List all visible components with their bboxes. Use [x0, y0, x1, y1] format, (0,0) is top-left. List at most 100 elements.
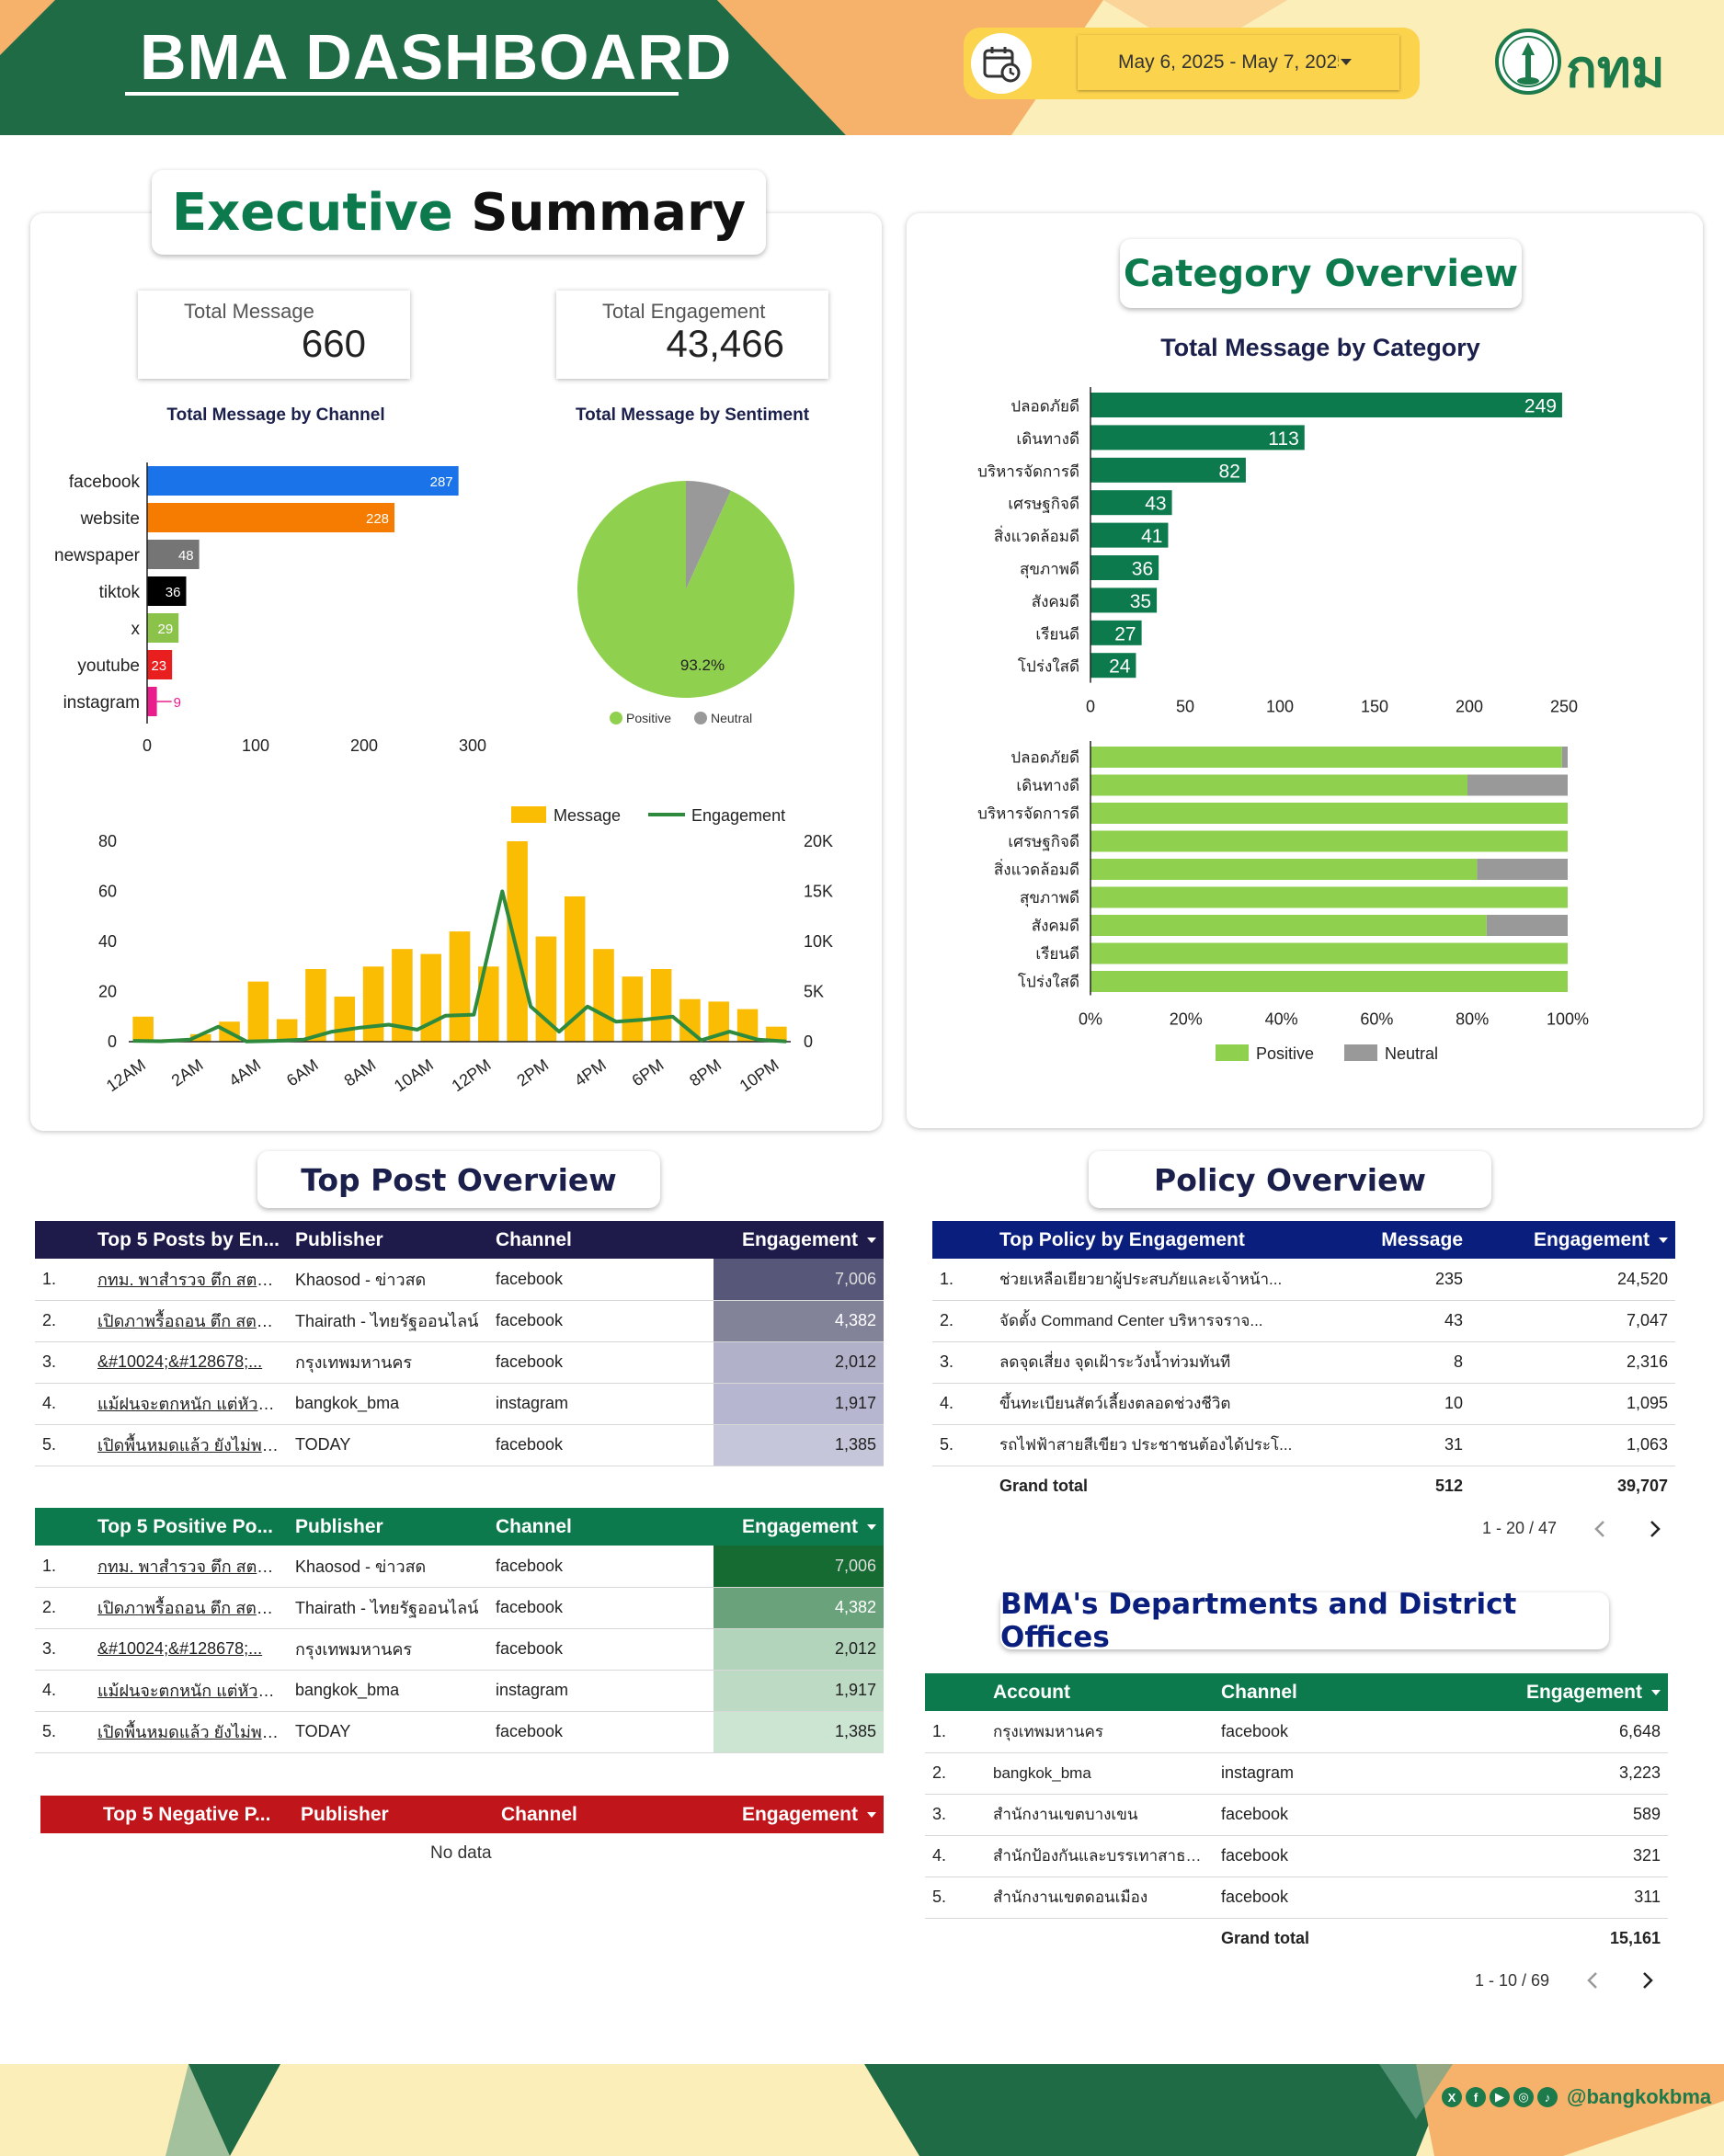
col-header-post[interactable]: Top 5 Negative P... [103, 1803, 271, 1825]
category-bar[interactable] [1090, 522, 1169, 548]
table-row[interactable]: 4. สำนักป้องกันและบรรเทาสาธาร... facebook 3… [925, 1835, 1668, 1877]
table-row[interactable]: 4. แม้ฝนจะตกหนัก แต่หัวใจ... bangkok_bma in… [35, 1670, 884, 1712]
table-row[interactable]: 2. เปิดภาพรื้อถอน ตึก สตง.ถ... Thairath - … [35, 1300, 884, 1342]
table-row[interactable]: 2. เปิดภาพรื้อถอน ตึก สตง.ถ... Thairath - … [35, 1587, 884, 1629]
table-row[interactable]: 1. กทม. พาสำรวจ ตึก สตง. เ... Khaosod - ข่… [35, 1259, 884, 1301]
positive-segment[interactable] [1090, 747, 1562, 768]
col-header-message[interactable]: Message [1381, 1228, 1463, 1250]
engagement-line[interactable] [132, 889, 787, 1044]
message-bar[interactable] [564, 895, 586, 1042]
category-bar[interactable] [1090, 425, 1305, 451]
col-header-engagement[interactable]: Engagement [719, 1796, 884, 1833]
message-bar[interactable] [276, 1019, 298, 1042]
neutral-segment[interactable] [1477, 859, 1568, 880]
col-header-channel[interactable]: Channel [501, 1803, 577, 1825]
positive-segment[interactable] [1090, 942, 1568, 964]
category-bar[interactable] [1090, 393, 1562, 417]
sort-desc-icon[interactable] [867, 1811, 876, 1818]
category-bar[interactable] [1090, 620, 1142, 645]
message-bar[interactable] [132, 1016, 154, 1042]
table-row[interactable]: 5. เปิดพื้นหมดแล้ว ยังไม่พบ... TODAY facebo… [35, 1711, 884, 1753]
channel-bar[interactable] [147, 576, 187, 606]
positive-segment[interactable] [1090, 915, 1487, 936]
neutral-segment[interactable] [1486, 915, 1568, 936]
positive-segment[interactable] [1090, 774, 1468, 796]
col-header-publisher[interactable]: Publisher [301, 1803, 389, 1825]
message-bar[interactable] [478, 966, 499, 1042]
col-header-engagement[interactable]: Engagement [714, 1508, 884, 1546]
chevron-down-icon[interactable] [1341, 59, 1352, 65]
message-bar[interactable] [766, 1026, 787, 1042]
col-header-channel[interactable]: Channel [496, 1228, 572, 1250]
category-bar[interactable] [1090, 653, 1136, 679]
chevron-right-icon[interactable] [1643, 1972, 1653, 1989]
col-header-engagement[interactable]: Engagement [1470, 1221, 1675, 1259]
message-bar[interactable] [392, 949, 413, 1042]
table-row[interactable]: 2. จัดตั้ง Command Center บริหารจราจ... 43… [932, 1300, 1675, 1342]
pie-slice-neutral[interactable] [686, 481, 731, 589]
facebook-icon[interactable]: f [1466, 2087, 1486, 2107]
col-header-policy[interactable]: Top Policy by Engagement [999, 1228, 1245, 1250]
channel-bar[interactable] [147, 540, 200, 569]
tiktok-icon[interactable]: ♪ [1537, 2087, 1558, 2107]
table-row[interactable]: 5. เปิดพื้นหมดแล้ว ยังไม่พบ... TODAY facebo… [35, 1424, 884, 1466]
table-row[interactable]: 5. สำนักงานเขตดอนเมือง facebook 311 [925, 1877, 1668, 1919]
post-title-link[interactable]: แม้ฝนจะตกหนัก แต่หัวใจ... [90, 1383, 288, 1425]
positive-segment[interactable] [1090, 886, 1568, 908]
channel-bar[interactable] [147, 650, 173, 679]
chevron-left-icon[interactable] [1587, 1972, 1597, 1989]
message-bar[interactable] [362, 966, 384, 1042]
table-row[interactable]: 5. รถไฟฟ้าสายสีเขียว ประชาชนต้องได้ประโ..… [932, 1424, 1675, 1466]
message-bar[interactable] [334, 996, 356, 1042]
message-bar[interactable] [679, 998, 701, 1042]
table-row[interactable]: 4. ขึ้นทะเบียนสัตว์เลี้ยงตลอดช่วงชีวิต 10 1… [932, 1383, 1675, 1425]
post-title-link[interactable]: &#10024;&#128678;... [90, 1341, 288, 1384]
sort-desc-icon[interactable] [1659, 1237, 1668, 1243]
message-bar[interactable] [420, 953, 441, 1042]
category-bar[interactable] [1090, 457, 1246, 483]
table-row[interactable]: 4. แม้ฝนจะตกหนัก แต่หัวใจ... bangkok_bma in… [35, 1383, 884, 1425]
calendar-clock-icon[interactable] [971, 33, 1032, 94]
message-bar[interactable] [507, 841, 528, 1042]
neutral-segment[interactable] [1467, 774, 1568, 796]
neutral-segment[interactable] [1561, 747, 1568, 768]
category-bar[interactable] [1090, 555, 1159, 580]
col-header-engagement[interactable]: Engagement [1444, 1673, 1668, 1711]
channel-bar[interactable] [147, 687, 157, 716]
message-bar[interactable] [305, 968, 326, 1042]
chevron-right-icon[interactable] [1650, 1521, 1661, 1537]
sort-desc-icon[interactable] [867, 1523, 876, 1530]
message-bar[interactable] [247, 981, 269, 1042]
post-title-link[interactable]: กทม. พาสำรวจ ตึก สตง. เ... [90, 1259, 288, 1301]
table-row[interactable]: 2. bangkok_bma instagram 3,223 [925, 1752, 1668, 1795]
message-bar[interactable] [449, 931, 471, 1042]
col-header-engagement[interactable]: Engagement [714, 1221, 884, 1259]
post-title-link[interactable]: แม้ฝนจะตกหนัก แต่หัวใจ... [90, 1670, 288, 1712]
category-bar[interactable] [1090, 587, 1158, 613]
table-row[interactable]: 1. กทม. พาสำรวจ ตึก สตง. เ... Khaosod - ข่… [35, 1546, 884, 1588]
col-header-publisher[interactable]: Publisher [295, 1515, 383, 1537]
chevron-left-icon[interactable] [1594, 1521, 1604, 1537]
col-header-account[interactable]: Account [993, 1681, 1070, 1703]
post-title-link[interactable]: กทม. พาสำรวจ ตึก สตง. เ... [90, 1546, 288, 1588]
positive-segment[interactable] [1090, 859, 1478, 880]
pie-slice-positive[interactable] [577, 481, 794, 698]
youtube-icon[interactable]: ▶ [1490, 2087, 1510, 2107]
channel-bar[interactable] [147, 503, 395, 532]
col-header-channel[interactable]: Channel [1221, 1681, 1297, 1703]
table-row[interactable]: 3. &#10024;&#128678;... กรุงเทพมหานคร faceb… [35, 1341, 884, 1384]
col-header-post[interactable]: Top 5 Posts by En... [97, 1228, 280, 1250]
channel-bar[interactable] [147, 613, 179, 643]
x-icon[interactable]: X [1442, 2087, 1462, 2107]
instagram-icon[interactable]: ◎ [1513, 2087, 1534, 2107]
table-row[interactable]: 3. &#10024;&#128678;... กรุงเทพมหานคร faceb… [35, 1628, 884, 1671]
post-title-link[interactable]: เปิดภาพรื้อถอน ตึก สตง.ถ... [90, 1300, 288, 1342]
post-title-link[interactable]: เปิดภาพรื้อถอน ตึก สตง.ถ... [90, 1587, 288, 1629]
sort-desc-icon[interactable] [867, 1237, 876, 1243]
table-row[interactable]: 1. ช่วยเหลือเยียวยาผู้ประสบภัยและเจ้าหน้า… [932, 1259, 1675, 1301]
message-bar[interactable] [189, 1033, 211, 1042]
positive-segment[interactable] [1090, 830, 1568, 852]
category-bar[interactable] [1090, 490, 1172, 516]
post-title-link[interactable]: เปิดพื้นหมดแล้ว ยังไม่พบ... [90, 1711, 288, 1753]
table-row[interactable]: 3. สำนักงานเขตบางเขน facebook 589 [925, 1794, 1668, 1836]
